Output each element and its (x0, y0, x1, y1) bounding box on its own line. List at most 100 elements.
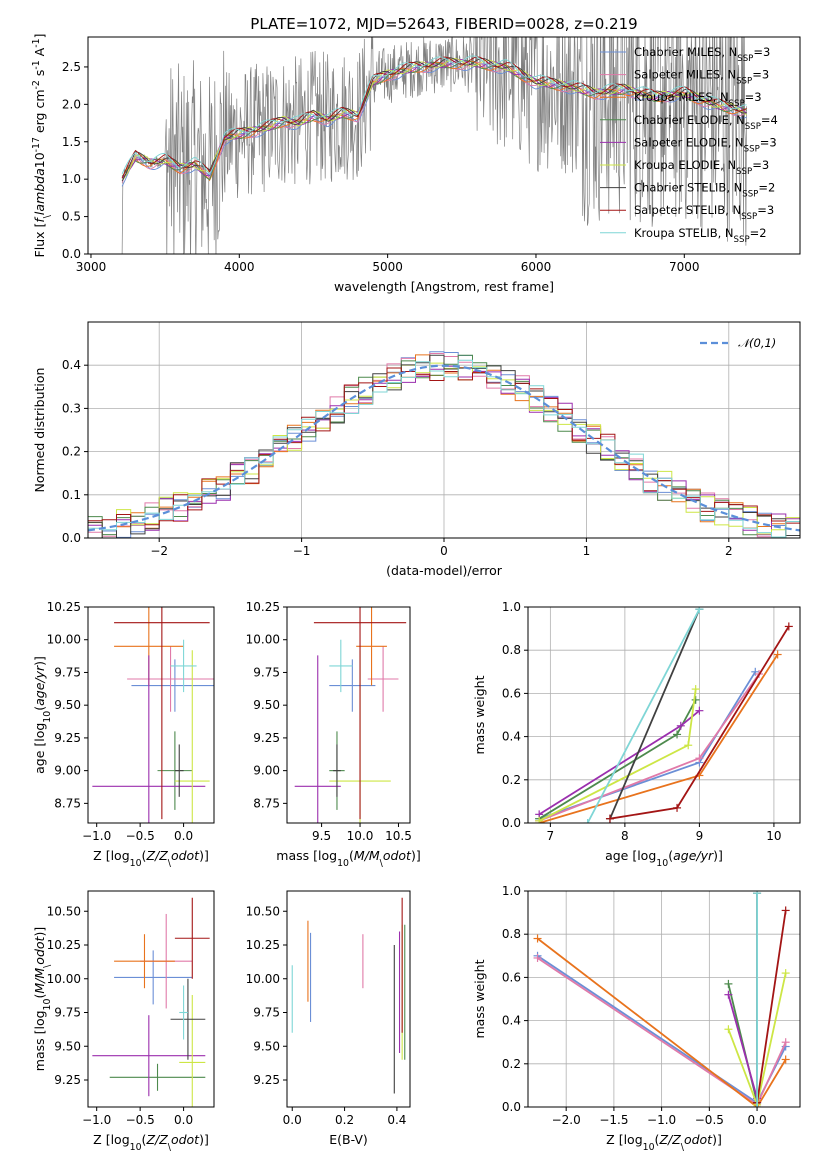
histogram-step (88, 359, 800, 538)
y-tick-label: 2.0 (62, 97, 81, 111)
y-tick-label: 0.2 (62, 445, 81, 459)
spectrum-panel: 3000 4000 5000 6000 7000 0.0 0.5 1.0 1.5 2.0 2.5 wa… (31, 15, 801, 294)
model-spectrum (121, 55, 747, 176)
mass-vs-ebv-panel: 0.0 0.2 0.4 9.25 9.50 9.75 10.00 10.25 10.50 E(B-… (246, 890, 411, 1147)
x-tick-label: −1 (293, 544, 311, 558)
x-tick-label: 10 (766, 829, 781, 843)
plot-area (294, 607, 407, 823)
legend-label: 𝒩(0,1) (738, 336, 776, 350)
y-tick-label: 10.25 (47, 600, 81, 614)
legend-label: Chabrier MILES, NSSP=3 (634, 45, 770, 64)
y-tick-label: 10.25 (47, 938, 81, 952)
model-spectrum (121, 57, 747, 182)
legend-label: Chabrier ELODIE, NSSP=4 (634, 113, 778, 132)
y-tick-label: 1.0 (502, 600, 521, 614)
legend: Chabrier MILES, NSSP=3 Salpeter MILES, NS… (600, 45, 778, 245)
legend-label: Salpeter MILES, NSSP=3 (634, 68, 769, 87)
y-axis-label: Normed distribution (32, 368, 47, 493)
y-tick-label: 2.5 (62, 60, 81, 74)
y-tick-label: 0.6 (502, 686, 521, 700)
y-tick-label: 9.75 (253, 1006, 280, 1020)
legend-label: Salpeter STELIB, NSSP=3 (634, 203, 774, 222)
observed-spectrum (121, 37, 747, 254)
x-tick-label: 9.5 (312, 829, 331, 843)
x-axis-label: Z [log10(Z/Z\odot)] (93, 848, 209, 869)
legend-label: Kroupa ELODIE, NSSP=3 (634, 158, 769, 177)
y-axis-label: mass [log10(M/M\odot)] (32, 927, 53, 1071)
axes-frame (286, 606, 411, 824)
y-tick-label: 0.0 (502, 816, 521, 830)
age-vs-mass-panel: 9.5 10.0 10.5 8.75 9.00 9.25 9.50 9.75 10.00 10.2… (246, 600, 421, 869)
y-tick-label: 9.00 (253, 764, 280, 778)
mass-weight-line (536, 937, 787, 1107)
y-tick-label: 10.00 (47, 633, 81, 647)
y-tick-label: 9.75 (253, 665, 280, 679)
x-tick-label: 6000 (521, 260, 552, 274)
y-tick-label: 0.3 (62, 401, 81, 415)
y-tick-label: 0.4 (502, 1014, 521, 1028)
x-tick-label: 10.0 (347, 829, 374, 843)
axes-frame (286, 890, 411, 1108)
plot-area (535, 607, 793, 823)
y-tick-label: 10.50 (47, 904, 81, 918)
x-tick-label: 0.0 (174, 829, 193, 843)
model-spectrum (121, 62, 747, 187)
y-tick-label: 10.00 (246, 972, 280, 986)
y-tick-label: 9.50 (253, 698, 280, 712)
mass-weight-vs-z-panel: −2.0 −1.5 −1.0 −0.5 0.0 0.0 0.2 0.4 0.6 0.8 1.0 Z [… (472, 884, 801, 1153)
x-tick-label: 9 (696, 829, 704, 843)
y-tick-label: 9.00 (54, 764, 81, 778)
x-axis-label: Z [log10(Z/Z\odot)] (93, 1132, 209, 1153)
plot-area (121, 37, 747, 254)
mass-weight-line (609, 608, 701, 820)
x-tick-label: 2 (725, 544, 733, 558)
legend-label: Kroupa STELIB, NSSP=2 (634, 226, 767, 245)
mass-weight-vs-age-panel: 7 8 9 10 0.0 0.2 0.4 0.6 0.8 1.0 age [log10(age/yr… (472, 600, 801, 869)
y-tick-label: 0.5 (62, 210, 81, 224)
x-tick-label: 0.0 (748, 1113, 767, 1127)
axes-frame (527, 890, 801, 1108)
y-tick-label: 0.0 (62, 247, 81, 261)
axes-frame (87, 890, 215, 1108)
x-tick-label: 0.4 (387, 1113, 406, 1127)
x-tick-label: 10.5 (385, 829, 412, 843)
residual-histogram-panel: −2 −1 0 1 2 0.0 0.1 0.2 0.3 0.4 (data-model)/error… (32, 321, 801, 578)
x-tick-label: −1.0 (647, 1113, 676, 1127)
y-tick-label: 9.75 (54, 1006, 81, 1020)
x-tick-label: 0.0 (174, 1113, 193, 1127)
x-tick-label: −2.0 (552, 1113, 581, 1127)
x-tick-label: 7000 (669, 260, 700, 274)
y-tick-label: 1.5 (62, 135, 81, 149)
y-tick-label: 0.8 (502, 927, 521, 941)
y-tick-label: 0.8 (502, 643, 521, 657)
age-vs-z-panel: −1.0 −0.5 0.0 8.75 9.00 9.25 9.50 9.75 10.00 10.2… (32, 600, 215, 869)
plot-area (291, 897, 406, 1094)
y-tick-label: 0.0 (62, 531, 81, 545)
x-tick-label: 0.0 (283, 1113, 302, 1127)
x-tick-label: 5000 (372, 260, 403, 274)
y-tick-label: 0.4 (502, 730, 521, 744)
legend-label: Salpeter ELODIE, NSSP=3 (634, 135, 777, 154)
x-tick-label: 7 (547, 829, 555, 843)
y-tick-label: 9.75 (54, 665, 81, 679)
y-tick-label: 9.25 (54, 731, 81, 745)
y-tick-label: 9.50 (54, 698, 81, 712)
y-tick-label: 1.0 (502, 884, 521, 898)
axes-frame (87, 606, 215, 824)
chart-title: PLATE=1072, MJD=52643, FIBERID=0028, z=0… (250, 15, 637, 33)
x-tick-label: 8 (621, 829, 629, 843)
x-tick-label: −1.5 (599, 1113, 628, 1127)
y-tick-label: 9.50 (253, 1039, 280, 1053)
y-tick-label: 9.50 (54, 1039, 81, 1053)
legend-label: Chabrier STELIB, NSSP=2 (634, 181, 775, 200)
x-axis-label: mass [log10(M/M\odot)] (276, 848, 420, 869)
y-tick-label: 10.50 (246, 904, 280, 918)
y-tick-label: 8.75 (54, 796, 81, 810)
y-tick-label: 0.4 (62, 358, 81, 372)
plot-area (92, 897, 210, 1107)
plot-area (92, 607, 214, 823)
plot-area (88, 351, 800, 538)
mass-weight-line (538, 671, 757, 820)
plot-area (533, 891, 790, 1107)
